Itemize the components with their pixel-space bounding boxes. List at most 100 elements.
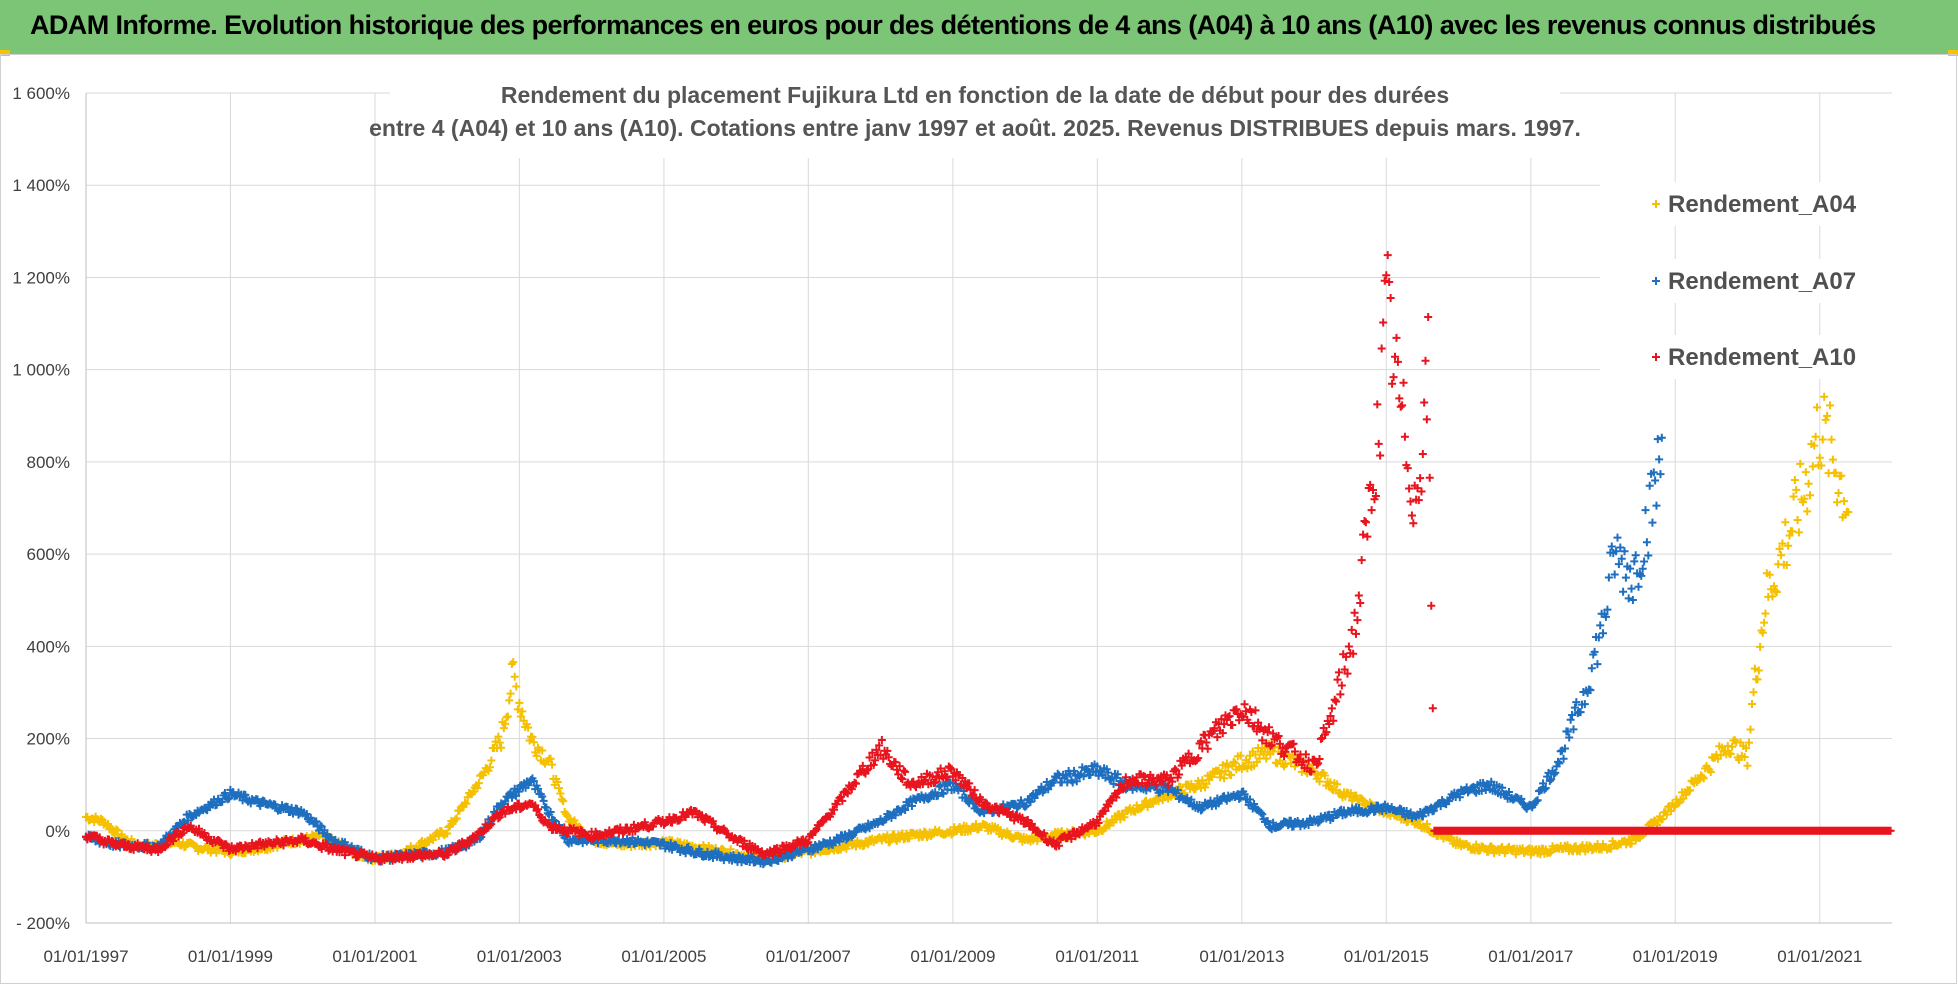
data-point — [340, 851, 349, 860]
data-point — [330, 842, 339, 851]
data-point — [231, 847, 240, 856]
data-point — [302, 810, 311, 819]
data-point — [883, 746, 892, 755]
data-point — [1667, 807, 1676, 816]
data-point — [1826, 401, 1835, 410]
data-point — [703, 847, 712, 856]
data-point — [1543, 772, 1552, 781]
data-point — [1258, 810, 1267, 819]
data-point — [1342, 652, 1351, 661]
data-point — [253, 844, 262, 853]
data-point — [559, 797, 568, 806]
data-point — [895, 762, 904, 771]
data-point — [1299, 757, 1308, 766]
data-point — [1314, 818, 1323, 827]
data-point — [532, 806, 541, 815]
data-point — [1817, 461, 1826, 470]
data-point — [271, 800, 280, 809]
data-point — [532, 751, 541, 760]
data-point — [1226, 771, 1235, 780]
data-point — [1352, 629, 1360, 638]
data-point — [1202, 779, 1211, 788]
data-point — [1827, 435, 1836, 444]
data-point — [1658, 815, 1667, 824]
data-point — [1093, 762, 1102, 771]
data-point — [1781, 518, 1790, 527]
data-point — [1246, 751, 1255, 760]
data-point — [1340, 665, 1349, 674]
data-point — [1815, 453, 1824, 462]
data-point — [1541, 784, 1550, 793]
data-point — [1504, 788, 1513, 797]
data-point — [917, 773, 926, 782]
data-point — [1382, 271, 1391, 280]
legend-label: Rendement_A10 — [1668, 344, 1856, 371]
data-point — [1612, 547, 1621, 556]
data-point — [570, 816, 579, 825]
data-point — [548, 760, 557, 769]
data-point — [933, 791, 942, 800]
data-point — [802, 839, 811, 848]
data-point — [1742, 744, 1751, 753]
x-tick-label: 01/01/1999 — [188, 947, 273, 966]
data-point — [1221, 767, 1230, 776]
data-point — [1269, 818, 1278, 827]
data-point — [556, 789, 565, 798]
data-point — [1030, 823, 1039, 832]
data-point — [1312, 760, 1321, 769]
data-point — [962, 784, 971, 793]
data-point — [215, 836, 224, 845]
data-point — [872, 745, 881, 754]
data-point — [1653, 435, 1662, 444]
data-point — [1379, 318, 1388, 327]
data-point — [546, 754, 555, 763]
data-point — [1517, 794, 1526, 803]
data-point — [1079, 772, 1088, 781]
data-point — [1220, 720, 1229, 729]
data-point — [1065, 769, 1074, 778]
data-point — [1533, 796, 1542, 805]
data-point — [1030, 833, 1039, 842]
data-point — [1022, 801, 1031, 810]
data-point — [1373, 400, 1382, 409]
data-point — [1357, 556, 1366, 565]
data-point — [899, 766, 908, 775]
data-point — [1203, 744, 1212, 753]
y-tick-label: 1 600% — [12, 84, 70, 103]
data-point — [740, 836, 749, 845]
data-point — [1607, 542, 1616, 551]
data-point — [1416, 474, 1425, 483]
data-point — [1469, 782, 1478, 791]
x-tick-label: 01/01/2007 — [766, 947, 851, 966]
data-point — [1061, 771, 1070, 780]
data-point — [1748, 699, 1757, 708]
data-point — [1386, 294, 1395, 303]
data-point — [1498, 783, 1507, 792]
data-point — [1164, 781, 1173, 790]
data-point — [1361, 518, 1370, 527]
data-point — [977, 795, 986, 804]
data-point — [858, 761, 867, 770]
data-point — [1113, 770, 1122, 779]
data-point — [920, 777, 929, 786]
data-point — [1023, 815, 1032, 824]
data-point — [512, 791, 521, 800]
data-point — [1619, 587, 1628, 596]
data-point — [1821, 415, 1830, 424]
data-point — [1586, 686, 1595, 695]
data-point — [946, 763, 955, 772]
x-tick-label: 01/01/2003 — [477, 947, 562, 966]
data-point — [1518, 799, 1527, 808]
data-point — [1258, 736, 1267, 745]
data-point — [1637, 571, 1646, 580]
data-point — [774, 857, 783, 866]
data-point — [1545, 848, 1554, 857]
data-point — [1068, 778, 1077, 787]
data-point — [1225, 712, 1234, 721]
data-point — [1265, 723, 1274, 732]
data-point — [1236, 751, 1245, 760]
data-point — [487, 756, 496, 765]
data-point — [1104, 802, 1113, 811]
data-point — [1158, 796, 1167, 805]
data-point — [1392, 333, 1401, 342]
